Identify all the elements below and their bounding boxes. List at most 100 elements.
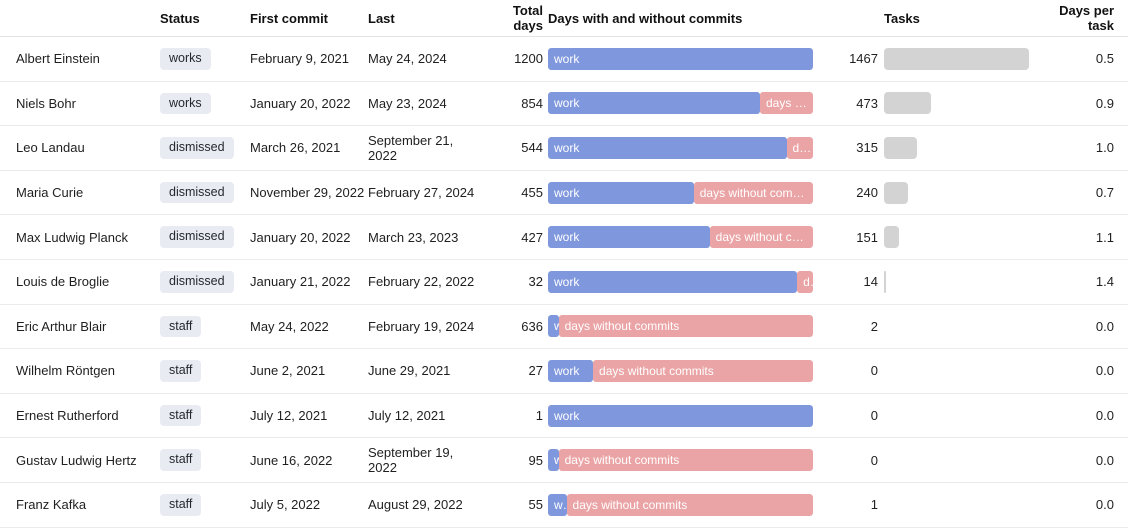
days-per-task-value: 0.0 — [1095, 318, 1114, 334]
days-with-commits-segment: work — [548, 493, 567, 516]
last-commit-date: February 19, 2024 — [368, 318, 475, 334]
first-commit-date: June 2, 2021 — [250, 363, 326, 379]
tasks-bar-track — [884, 449, 1029, 471]
tasks-count: 315 — [856, 140, 878, 156]
table-row[interactable]: Franz Kafka staff July 5, 2022 August 29… — [0, 483, 1128, 528]
first-commit-date: July 12, 2021 — [250, 408, 328, 424]
employee-name: Louis de Broglie — [16, 274, 110, 290]
days-per-task-value: 0.7 — [1095, 185, 1114, 201]
tasks-bar — [884, 92, 931, 115]
table-row[interactable]: Eric Arthur Blair staff May 24, 2022 Feb… — [0, 305, 1128, 350]
status-badge: staff — [160, 315, 202, 338]
status-badge: dismissed — [160, 137, 234, 159]
table-row[interactable]: Wilhelm Röntgen staff June 2, 2021 June … — [0, 349, 1128, 394]
first-commit-date: November 29, 2022 — [250, 185, 365, 201]
days-without-commits-segment: days without commits — [709, 226, 813, 249]
table-row[interactable]: Ernest Rutherford staff July 12, 2021 Ju… — [0, 394, 1128, 439]
employee-name: Max Ludwig Planck — [16, 229, 128, 245]
days-without-commits-segment: days without commits — [558, 449, 813, 472]
last-commit-date: June 29, 2021 — [368, 363, 451, 379]
days-with-commits-segment: work — [548, 136, 787, 159]
table-row[interactable]: Leo Landau dismissed March 26, 2021 Sept… — [0, 126, 1128, 171]
first-commit-date: January 20, 2022 — [250, 95, 351, 111]
header-tasks[interactable]: Tasks — [818, 11, 1033, 26]
employee-name: Eric Arthur Blair — [16, 318, 107, 334]
header-total-days[interactable]: Total days — [512, 3, 543, 33]
employee-name: Leo Landau — [16, 140, 85, 156]
days-per-task-value: 1.0 — [1095, 140, 1114, 156]
tasks-bar-track — [884, 47, 1029, 70]
tasks-count: 0 — [870, 452, 878, 468]
tasks-bar-track — [884, 136, 1029, 159]
table-body: Albert Einstein works February 9, 2021 M… — [0, 37, 1128, 528]
days-with-commits-segment: work — [548, 226, 710, 249]
commits-stacked-bar[interactable]: work — [548, 47, 813, 70]
first-commit-date: May 24, 2022 — [250, 318, 329, 334]
last-commit-date: September 21, 2022 — [368, 132, 454, 163]
days-with-commits-segment: work — [548, 449, 559, 472]
table-row[interactable]: Maria Curie dismissed November 29, 2022 … — [0, 171, 1128, 216]
total-days-value: 1200 — [514, 51, 543, 67]
commits-stacked-bar[interactable]: work days without commits — [548, 181, 813, 204]
table-row[interactable]: Max Ludwig Planck dismissed January 20, … — [0, 215, 1128, 260]
commits-stacked-bar[interactable]: work days without commits — [548, 92, 813, 115]
tasks-bar-track — [884, 494, 1029, 516]
tasks-bar-track — [884, 92, 1029, 115]
table-row[interactable]: Albert Einstein works February 9, 2021 M… — [0, 37, 1128, 82]
header-days-per-task[interactable]: Days per task — [1059, 3, 1114, 33]
employee-name: Gustav Ludwig Hertz — [16, 452, 137, 468]
days-without-commits-segment: days without commits — [558, 315, 813, 338]
last-commit-date: September 19, 2022 — [368, 445, 454, 476]
commits-stacked-bar[interactable]: work days without commits — [548, 493, 813, 516]
days-with-commits-segment: work — [548, 359, 594, 382]
days-per-task-value: 0.0 — [1095, 408, 1114, 424]
commits-stacked-bar[interactable]: work days without commits — [548, 270, 813, 293]
tasks-bar — [884, 270, 886, 293]
days-with-commits-segment: work — [548, 181, 694, 204]
status-badge: works — [160, 92, 211, 115]
tasks-count: 0 — [870, 408, 878, 424]
header-status[interactable]: Status — [160, 10, 200, 26]
status-badge: dismissed — [160, 226, 234, 248]
tasks-count: 2 — [870, 318, 878, 334]
total-days-value: 32 — [528, 274, 543, 290]
employee-name: Wilhelm Röntgen — [16, 363, 115, 379]
tasks-count: 151 — [856, 229, 878, 245]
commits-stacked-bar[interactable]: work days without commits — [548, 226, 813, 249]
commits-stacked-bar[interactable]: work days without commits — [548, 359, 813, 382]
commits-stacked-bar[interactable]: work days without commits — [548, 315, 813, 338]
table-row[interactable]: Gustav Ludwig Hertz staff June 16, 2022 … — [0, 438, 1128, 483]
status-badge: dismissed — [160, 181, 234, 204]
first-commit-date: March 26, 2021 — [250, 140, 341, 156]
days-per-task-value: 0.0 — [1095, 452, 1114, 468]
table-row[interactable]: Niels Bohr works January 20, 2022 May 23… — [0, 82, 1128, 127]
employee-name: Franz Kafka — [16, 497, 87, 513]
days-per-task-value: 0.9 — [1095, 95, 1114, 111]
employee-name: Maria Curie — [16, 185, 84, 201]
last-commit-date: May 23, 2024 — [368, 95, 447, 111]
tasks-bar-track — [884, 270, 1029, 293]
days-without-commits-segment: days without commits — [593, 359, 813, 382]
days-without-commits-segment: days without commits — [693, 181, 813, 204]
commits-stacked-bar[interactable]: work days without commits — [548, 449, 813, 472]
table-row[interactable]: Louis de Broglie dismissed January 21, 2… — [0, 260, 1128, 305]
employee-name: Albert Einstein — [16, 51, 100, 67]
status-badge: staff — [160, 449, 202, 471]
tasks-count: 240 — [856, 185, 878, 201]
header-first-commit[interactable]: First commit — [250, 10, 329, 26]
total-days-value: 1 — [535, 408, 543, 424]
total-days-value: 95 — [528, 452, 543, 468]
tasks-count: 1467 — [849, 51, 878, 67]
first-commit-date: January 21, 2022 — [250, 274, 351, 290]
tasks-count: 1 — [870, 497, 878, 513]
tasks-count: 473 — [856, 95, 878, 111]
tasks-count: 0 — [870, 363, 878, 379]
first-commit-date: February 9, 2021 — [250, 51, 350, 67]
total-days-value: 544 — [521, 140, 543, 156]
commits-stacked-bar[interactable]: work days without commits — [548, 136, 813, 159]
commits-stacked-bar[interactable]: work — [548, 404, 813, 427]
header-last[interactable]: Last — [368, 10, 395, 26]
tasks-bar-track — [884, 405, 1029, 427]
status-badge: dismissed — [160, 270, 234, 293]
total-days-value: 636 — [521, 318, 543, 334]
